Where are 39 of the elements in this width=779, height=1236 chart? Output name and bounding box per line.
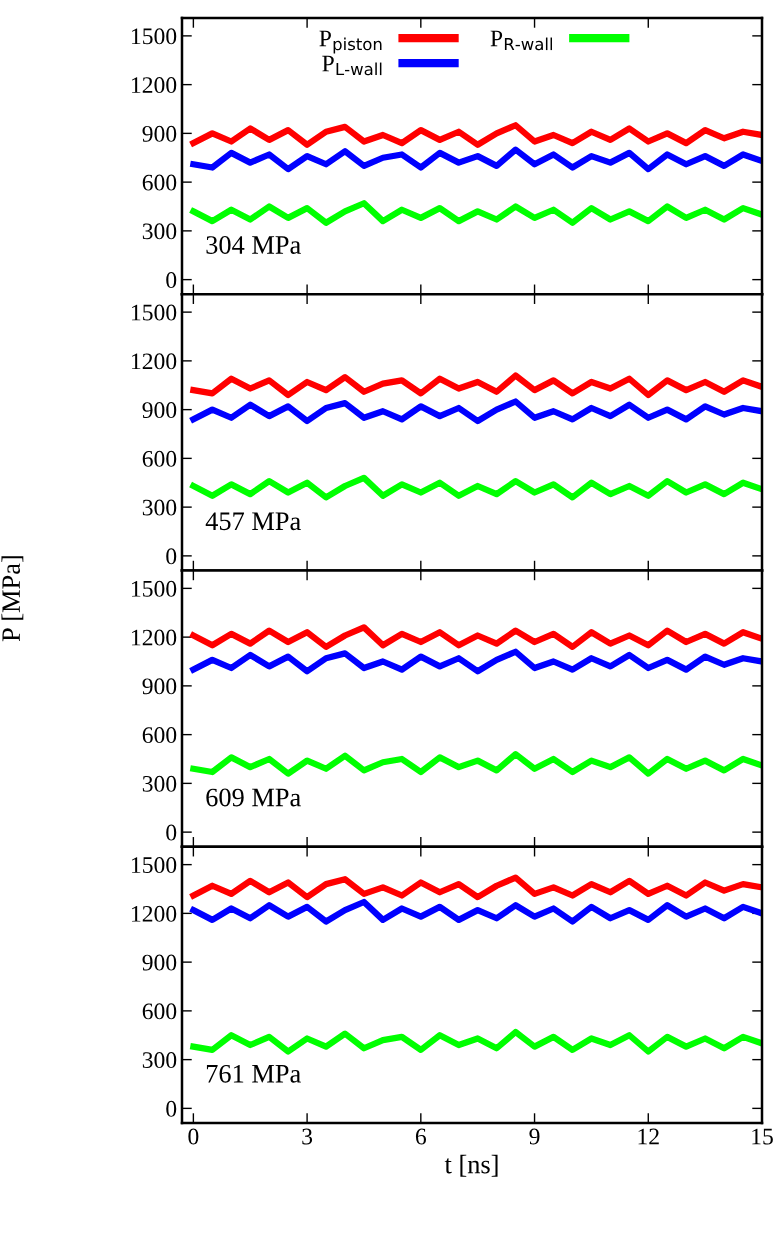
y-tick-label: 0 [166,824,177,841]
y-tick-label: 300 [142,1052,177,1069]
y-tick-label: 300 [142,223,177,240]
y-tick-label: 900 [142,402,177,419]
y-tick-label: 0 [166,272,177,289]
y-tick-label: 600 [142,450,177,467]
x-tick-label: 12 [638,1128,659,1145]
y-tick-label: 600 [142,1003,177,1020]
x-axis-title: t [ns] [444,1154,498,1177]
y-tick-label: 900 [142,954,177,971]
annotation: 761 MPa [206,1064,301,1083]
y-tick-label: 0 [166,1100,177,1117]
annotation: 457 MPa [205,512,301,531]
y-tick-label: 1200 [131,77,177,94]
y-tick-label: 1500 [131,580,177,597]
legend-label: P$_{piston}$ [319,30,382,54]
y-axis-title: P [MPa] [1,556,24,642]
y-tick-label: 1500 [131,28,177,45]
x-tick-label: 15 [752,1128,773,1145]
y-tick-label: 600 [142,727,177,744]
y-tick-label: 1200 [131,905,177,922]
annotation: 609 MPa [206,788,301,807]
legend-label: P$_{L-wall}$ [322,55,382,76]
y-tick-label: 1500 [131,304,177,321]
y-tick-label: 900 [142,678,177,695]
y-tick-label: 1200 [131,629,177,646]
y-tick-label: 1500 [131,857,177,874]
y-tick-label: 300 [142,775,177,792]
y-tick-label: 0 [166,548,177,565]
y-tick-label: 600 [142,174,177,191]
x-tick-label: 0 [188,1128,199,1145]
legend-label: P$_{R-wall}$ [490,30,553,51]
x-tick-label: 6 [415,1128,427,1145]
y-tick-label: 1200 [131,353,177,370]
y-tick-label: 900 [142,125,177,142]
y-tick-label: 300 [142,499,177,516]
annotation: 304 MPa [206,236,301,254]
x-tick-label: 3 [302,1128,313,1145]
x-tick-label: 9 [529,1128,540,1145]
